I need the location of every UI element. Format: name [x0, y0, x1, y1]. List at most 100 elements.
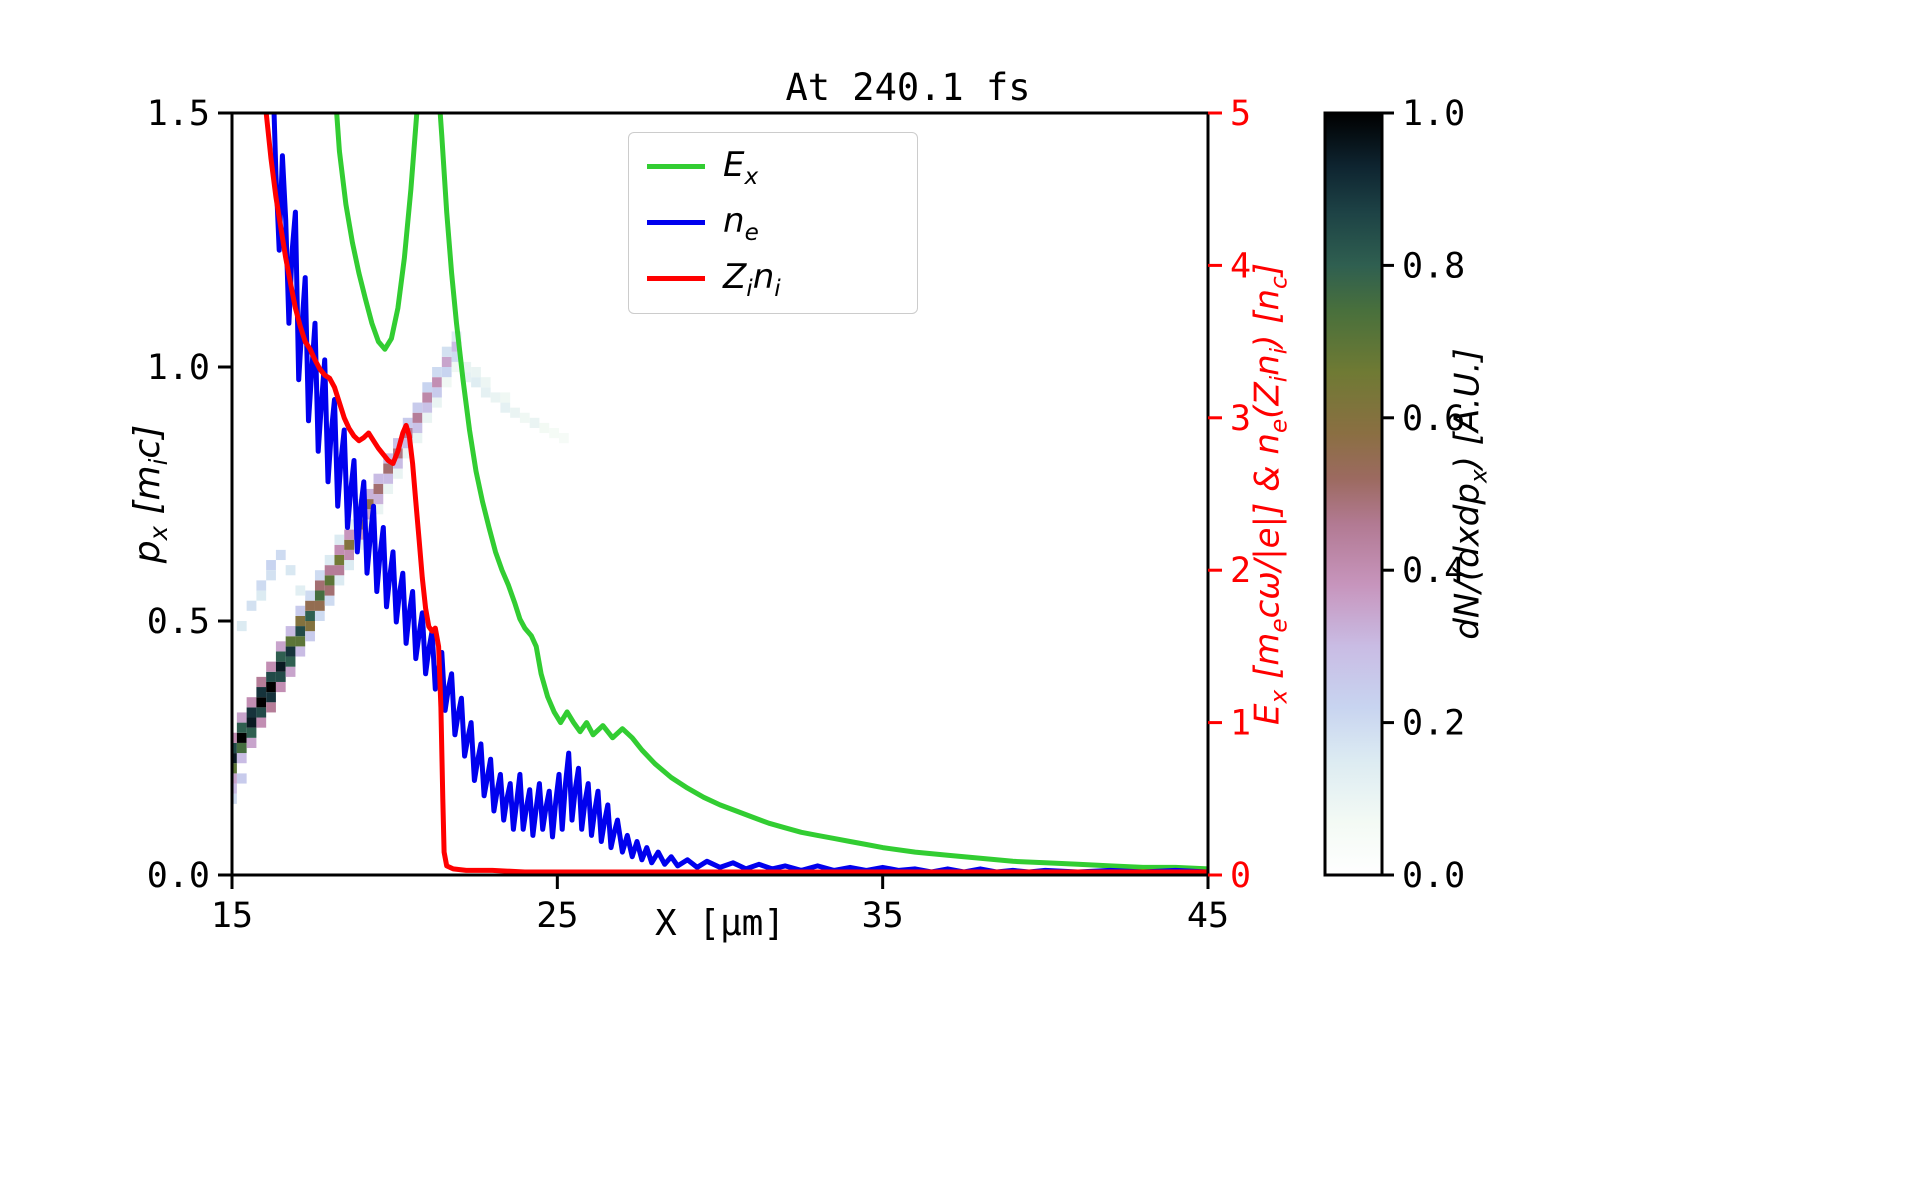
heatmap-cell	[275, 671, 286, 682]
heatmap-cell	[324, 554, 335, 566]
x-tick-label: 25	[536, 896, 578, 936]
x-tick-label: 45	[1187, 896, 1229, 936]
heatmap-cell	[324, 595, 335, 606]
legend-label-zini: Zini	[723, 256, 781, 302]
heatmap-layer	[232, 331, 569, 804]
heatmap-cell	[373, 483, 384, 494]
heatmap-cell	[275, 549, 286, 561]
legend-label-ne: ne	[723, 200, 759, 246]
heatmap-cell	[344, 529, 354, 540]
y-right-tick-label: 3	[1230, 399, 1251, 439]
heatmap-cell	[295, 615, 306, 627]
heatmap-cell	[441, 356, 452, 367]
heatmap-cell	[256, 717, 267, 728]
colorbar-tick-label: 0.2	[1402, 704, 1465, 744]
heatmap-cell	[402, 448, 413, 459]
heatmap-cell	[451, 341, 462, 352]
heatmap-cell	[383, 483, 394, 494]
heatmap-cell	[285, 666, 296, 677]
heatmap-cell	[305, 590, 315, 601]
heatmap-cell	[236, 742, 247, 754]
heatmap-cell	[266, 692, 276, 703]
heatmap-cell	[305, 631, 315, 642]
heatmap-cell	[246, 697, 257, 708]
heatmap-cell	[256, 590, 267, 601]
heatmap-cell	[383, 473, 394, 484]
heatmap-cell	[275, 681, 286, 693]
heatmap-cell	[500, 392, 511, 403]
x-axis-label: X [μm]	[654, 903, 786, 944]
heatmap-cell	[422, 402, 433, 413]
heatmap-cell	[266, 661, 276, 672]
y-right-tick-label: 1	[1230, 704, 1251, 744]
heatmap-cell	[324, 585, 335, 596]
colorbar-tick-label: 0.0	[1402, 856, 1465, 896]
heatmap-cell	[510, 407, 520, 418]
heatmap-cell	[275, 651, 286, 662]
heatmap-cell	[363, 509, 374, 520]
heatmap-cell	[412, 412, 423, 423]
heatmap-cell	[432, 377, 442, 388]
heatmap-cell	[412, 402, 423, 413]
heatmap-cell	[285, 656, 296, 667]
heatmap-cell	[432, 367, 442, 378]
heatmap-cell	[314, 590, 325, 601]
heatmap-cell	[275, 661, 286, 672]
heatmap-cell	[232, 742, 237, 754]
heatmap-cell	[539, 422, 550, 434]
heatmap-cell	[295, 636, 306, 647]
heatmap-cell	[232, 753, 237, 764]
heatmap-cell	[295, 585, 306, 596]
heatmap-cell	[266, 560, 276, 571]
heatmap-cell	[422, 412, 433, 423]
y-left-tick-label: 0.5	[147, 602, 210, 642]
heatmap-cell	[344, 549, 354, 561]
y-right-tick-label: 4	[1230, 246, 1251, 286]
heatmap-cell	[305, 600, 315, 611]
heatmap-cell	[256, 676, 267, 688]
heatmap-cell	[285, 565, 296, 576]
heatmap-cell	[549, 427, 559, 439]
heatmap-cell	[232, 793, 237, 804]
heatmap-cell	[363, 499, 374, 510]
colorbar-tick-label: 0.4	[1402, 551, 1465, 591]
heatmap-cell	[471, 377, 481, 388]
heatmap-cell	[266, 570, 276, 581]
heatmap-cell	[471, 367, 481, 378]
heatmap-cell	[383, 463, 394, 474]
heatmap-cell	[236, 722, 247, 733]
plot-frame	[230, 111, 1210, 877]
heatmap-cell	[232, 783, 237, 794]
heatmap-cell	[412, 422, 423, 434]
heatmap-cell	[529, 417, 540, 428]
heatmap-cell	[314, 580, 325, 591]
heatmap-cell	[441, 367, 452, 378]
heatmap-cell	[363, 488, 374, 500]
heatmap-cell	[490, 392, 501, 403]
heatmap-cell	[363, 519, 374, 530]
y-axis-label-right: Ex [mecω/|e|] & ne(Zini) [nc]	[1247, 262, 1293, 726]
heatmap-cell	[246, 707, 257, 718]
heatmap-cell	[314, 570, 325, 581]
heatmap-cell	[500, 402, 511, 413]
heatmap-cell	[295, 626, 306, 637]
heatmap-cell	[285, 636, 296, 647]
heatmap-cell	[461, 372, 472, 383]
x-tick-label: 35	[862, 896, 904, 936]
heatmap-cell	[558, 433, 569, 444]
heatmap-cell	[344, 539, 354, 550]
heatmap-cell	[232, 773, 237, 784]
heatmap-cell	[334, 575, 345, 586]
heatmap-cell	[236, 773, 247, 784]
colorbar-tick-label: 0.6	[1402, 399, 1465, 439]
colorbar-gradient	[1325, 113, 1382, 875]
heatmap-cell	[305, 621, 315, 632]
heatmap-cell	[232, 763, 237, 774]
heatmap-cell	[432, 397, 442, 408]
heatmap-cell	[236, 621, 247, 632]
colorbar-tick-label: 0.8	[1402, 246, 1465, 286]
legend-entry: ne	[647, 200, 899, 246]
y-right-tick-label: 5	[1230, 94, 1251, 134]
heatmap-cell	[480, 387, 491, 398]
